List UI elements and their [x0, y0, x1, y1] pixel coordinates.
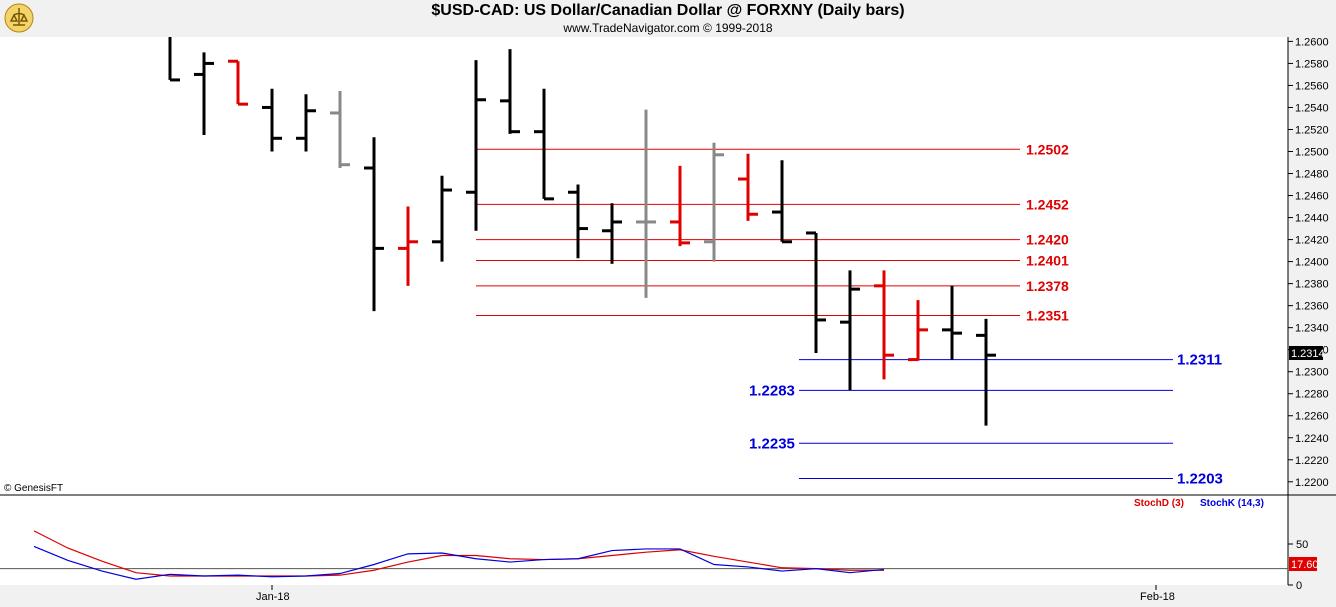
- last-price-tag: 1.2314: [1291, 348, 1325, 360]
- price-tick-label: 1.2500: [1295, 147, 1329, 159]
- time-tick-label: Jan-18: [256, 591, 290, 603]
- chart-title: $USD-CAD: US Dollar/Canadian Dollar @ FO…: [431, 2, 905, 19]
- price-tick-label: 1.2460: [1295, 191, 1329, 203]
- price-tick-label: 1.2480: [1295, 169, 1329, 181]
- stoch-value-tag-bg: [1289, 557, 1317, 571]
- genesis-watermark: © GenesisFT: [4, 483, 63, 494]
- price-tick-label: 1.2380: [1295, 279, 1329, 291]
- chart-subtitle: www.TradeNavigator.com © 1999-2018: [563, 21, 773, 35]
- level-label: 1.2235: [749, 435, 795, 452]
- time-axis-labels: Jan-18 Feb-18: [256, 585, 1175, 603]
- time-tick-label: Feb-18: [1140, 591, 1175, 603]
- level-label: 1.2420: [1026, 232, 1069, 248]
- price-tick-label: 1.2280: [1295, 389, 1329, 401]
- price-tick-label: 1.2340: [1295, 323, 1329, 335]
- price-tick-label: 1.2300: [1295, 367, 1329, 379]
- level-label: 1.2283: [749, 382, 795, 399]
- price-tick-label: 1.2560: [1295, 80, 1329, 92]
- level-label: 1.2502: [1026, 141, 1069, 157]
- stoch-d-legend: StochD (3): [1134, 498, 1184, 509]
- level-label: 1.2203: [1177, 470, 1223, 487]
- price-tick-label: 1.2580: [1295, 58, 1329, 70]
- price-axis-panel: [1288, 37, 1336, 607]
- level-label: 1.2401: [1026, 252, 1069, 268]
- price-tick-label: 1.2540: [1295, 102, 1329, 114]
- level-label: 1.2378: [1026, 278, 1069, 294]
- stoch-tick-label: 50: [1296, 539, 1308, 551]
- price-tick-label: 1.2220: [1295, 455, 1329, 467]
- price-tick-label: 1.2200: [1295, 477, 1329, 489]
- price-axis-ticks: 1.2200 1.2220 1.2240 1.2260 1.2280 1.2300 1.23…: [1288, 36, 1329, 489]
- stoch-tick-label: 0: [1296, 580, 1302, 592]
- price-tick-label: 1.2600: [1295, 36, 1329, 48]
- level-label: 1.2351: [1026, 308, 1069, 324]
- stochastic-panel: 0 50: [0, 530, 1308, 592]
- ohlc-bars: [168, 37, 996, 426]
- level-label: 1.2311: [1177, 352, 1222, 369]
- stoch-k-line: [33, 545, 885, 580]
- level-label: 1.2452: [1026, 196, 1069, 212]
- chart-header: $USD-CAD: US Dollar/Canadian Dollar @ FO…: [0, 0, 1336, 37]
- trade-navigator-logo-icon: [4, 3, 34, 33]
- support-resistance-levels: 1.2502 1.2452 1.2420 1.2401 1.2378 1.2351 1.23…: [476, 141, 1223, 487]
- stoch-k-legend: StochK (14,3): [1200, 498, 1264, 509]
- stoch-d-line: [33, 530, 884, 577]
- price-tick-label: 1.2420: [1295, 235, 1329, 247]
- price-tick-label: 1.2360: [1295, 301, 1329, 313]
- stoch-value-tag: 17.60: [1291, 559, 1319, 571]
- price-tick-label: 1.2400: [1295, 257, 1329, 269]
- price-tick-label: 1.2240: [1295, 433, 1329, 445]
- price-tick-label: 1.2520: [1295, 124, 1329, 136]
- price-tick-label: 1.2260: [1295, 411, 1329, 423]
- last-price-tag-bg: [1289, 346, 1323, 360]
- time-axis-panel: [0, 585, 1288, 607]
- price-tick-label: 1.2440: [1295, 213, 1329, 225]
